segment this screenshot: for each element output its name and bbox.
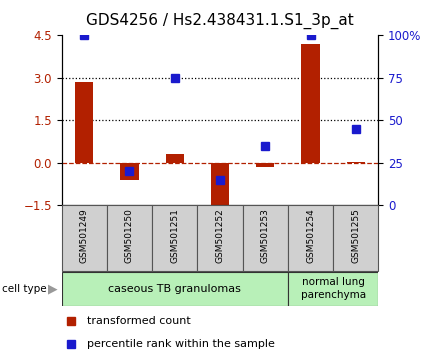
Text: GSM501252: GSM501252 xyxy=(216,209,224,263)
Text: GSM501251: GSM501251 xyxy=(170,209,179,263)
Bar xyxy=(211,163,229,211)
FancyBboxPatch shape xyxy=(333,205,378,271)
Text: transformed count: transformed count xyxy=(87,316,191,326)
Text: cell type: cell type xyxy=(2,284,47,293)
Bar xyxy=(166,154,184,163)
Text: GSM501253: GSM501253 xyxy=(261,209,270,263)
Bar xyxy=(347,162,365,163)
FancyBboxPatch shape xyxy=(198,205,242,271)
Text: GSM501249: GSM501249 xyxy=(80,209,89,263)
FancyBboxPatch shape xyxy=(288,272,378,306)
FancyBboxPatch shape xyxy=(243,205,288,271)
Text: percentile rank within the sample: percentile rank within the sample xyxy=(87,339,275,349)
Text: GSM501255: GSM501255 xyxy=(351,209,360,263)
Bar xyxy=(256,163,274,167)
FancyBboxPatch shape xyxy=(152,205,197,271)
FancyBboxPatch shape xyxy=(107,205,152,271)
Bar xyxy=(75,82,93,163)
FancyBboxPatch shape xyxy=(62,205,107,271)
Text: GSM501254: GSM501254 xyxy=(306,209,315,263)
Text: caseous TB granulomas: caseous TB granulomas xyxy=(108,284,241,293)
Text: normal lung
parenchyma: normal lung parenchyma xyxy=(301,277,366,300)
Bar xyxy=(301,44,319,163)
FancyBboxPatch shape xyxy=(288,205,333,271)
Text: GDS4256 / Hs2.438431.1.S1_3p_at: GDS4256 / Hs2.438431.1.S1_3p_at xyxy=(86,12,354,29)
Text: GSM501250: GSM501250 xyxy=(125,209,134,263)
Bar xyxy=(121,163,139,180)
FancyBboxPatch shape xyxy=(62,272,288,306)
Text: ▶: ▶ xyxy=(48,282,57,295)
